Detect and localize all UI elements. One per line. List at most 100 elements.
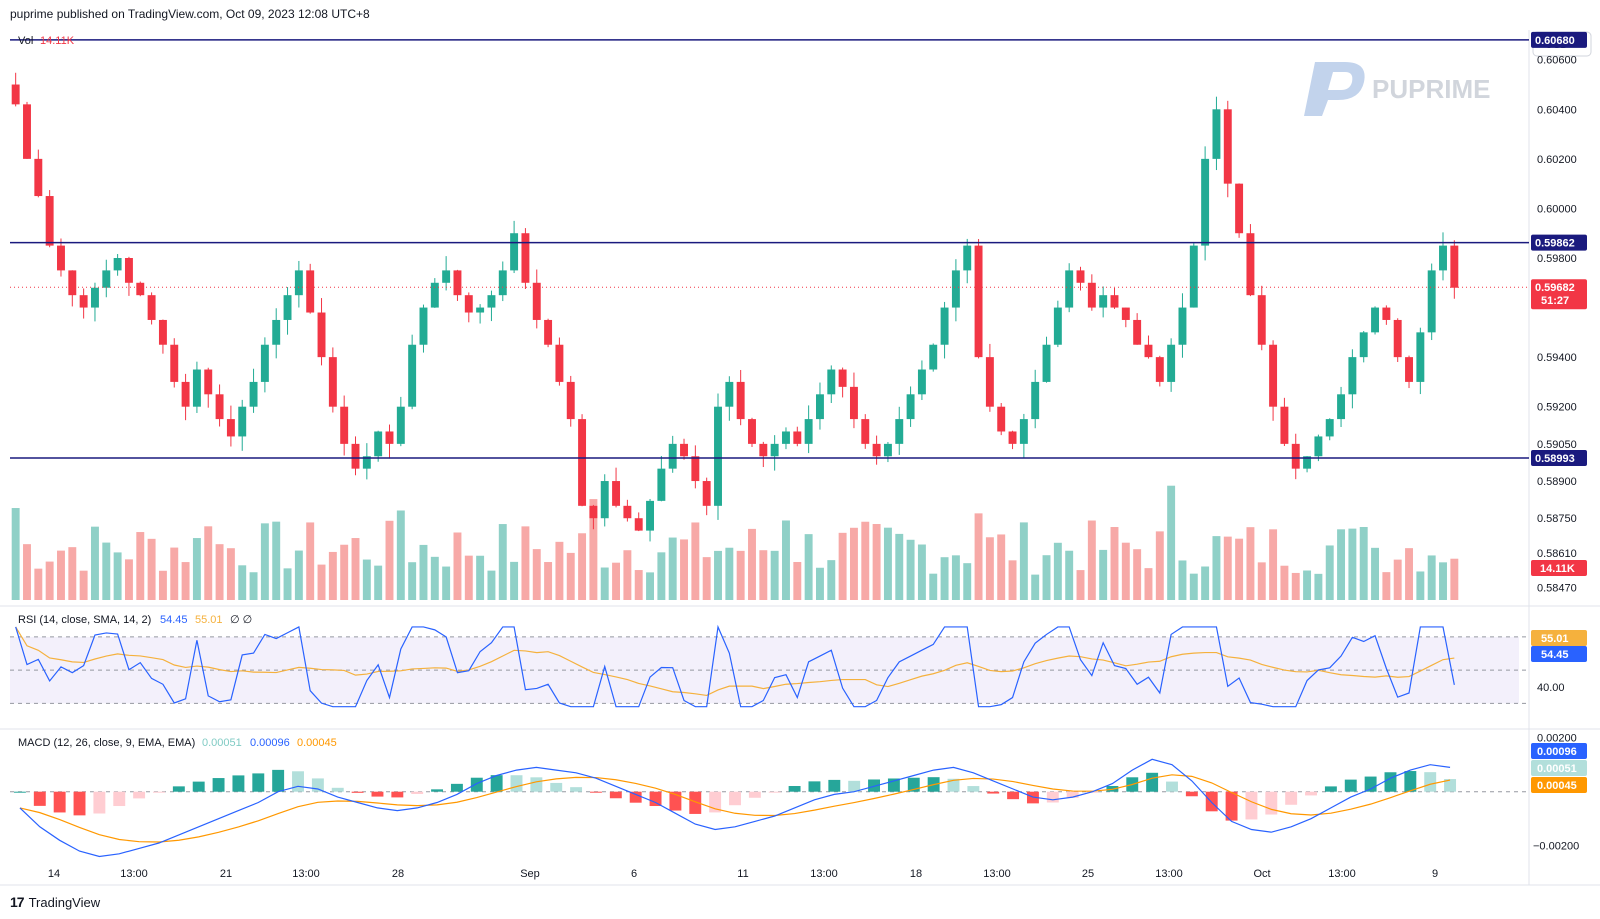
candle-body[interactable] [1359, 332, 1368, 358]
candle-body[interactable] [442, 270, 451, 283]
candle-body[interactable] [1031, 381, 1040, 420]
price-panel[interactable] [10, 39, 1529, 600]
candle-body[interactable] [147, 295, 156, 320]
candle-body[interactable] [566, 381, 575, 420]
candle-body[interactable] [600, 481, 609, 519]
candle-body[interactable] [306, 270, 315, 313]
candle-body[interactable] [1087, 282, 1096, 308]
candle-body[interactable] [680, 443, 688, 457]
candle-body[interactable] [759, 443, 768, 457]
candle-body[interactable] [453, 270, 462, 296]
candle-body[interactable] [1223, 109, 1232, 184]
candle-body[interactable] [1144, 344, 1153, 358]
candle-body[interactable] [589, 505, 598, 519]
candle-body[interactable] [79, 295, 88, 308]
candle-body[interactable] [782, 431, 790, 444]
candle-body[interactable] [1133, 319, 1142, 345]
candle-body[interactable] [1121, 307, 1130, 320]
candle-body[interactable] [770, 443, 779, 457]
candle-body[interactable] [1291, 443, 1300, 469]
candle-body[interactable] [1076, 270, 1085, 283]
rsi-panel[interactable] [10, 624, 1529, 708]
candle-body[interactable] [815, 394, 824, 420]
candle-body[interactable] [1280, 406, 1289, 444]
candle-body[interactable] [917, 369, 926, 395]
candle-body[interactable] [1427, 270, 1436, 333]
candle-body[interactable] [408, 344, 417, 407]
candle-body[interactable] [1053, 307, 1062, 345]
candle-body[interactable] [181, 381, 190, 407]
candle-body[interactable] [1178, 307, 1187, 345]
candle-body[interactable] [793, 431, 802, 444]
candle-body[interactable] [657, 468, 666, 501]
candle-body[interactable] [487, 295, 496, 308]
candle-body[interactable] [328, 357, 337, 407]
candle-body[interactable] [623, 505, 632, 519]
candle-body[interactable] [1099, 295, 1108, 308]
candle-body[interactable] [351, 443, 360, 469]
candle-body[interactable] [1325, 419, 1334, 437]
candle-body[interactable] [57, 245, 65, 271]
candle-body[interactable] [11, 84, 20, 105]
candle-body[interactable] [940, 307, 949, 345]
candle-body[interactable] [1439, 245, 1447, 271]
candle-body[interactable] [90, 287, 99, 308]
candle-body[interactable] [102, 270, 111, 288]
candle-body[interactable] [204, 369, 213, 395]
candle-body[interactable] [498, 270, 507, 296]
candle-body[interactable] [1371, 307, 1380, 333]
candle-body[interactable] [578, 419, 587, 506]
candle-body[interactable] [929, 344, 938, 370]
candle-body[interactable] [1212, 109, 1221, 159]
candle-body[interactable] [249, 381, 258, 407]
candle-body[interactable] [283, 295, 292, 320]
candle-body[interactable] [985, 357, 994, 407]
candle-body[interactable] [430, 282, 439, 308]
candle-body[interactable] [725, 381, 734, 407]
candle-body[interactable] [702, 481, 711, 506]
candle-body[interactable] [714, 406, 722, 506]
candle-body[interactable] [476, 307, 485, 313]
candle-body[interactable] [1019, 419, 1028, 444]
candle-body[interactable] [804, 419, 813, 444]
candle-body[interactable] [612, 481, 621, 506]
candle-body[interactable] [68, 270, 77, 296]
candle-body[interactable] [1450, 245, 1459, 288]
candle-body[interactable] [340, 406, 349, 444]
candle-body[interactable] [1008, 431, 1017, 444]
candle-body[interactable] [23, 104, 31, 159]
candle-body[interactable] [170, 344, 179, 382]
candle-body[interactable] [192, 369, 201, 407]
candle-body[interactable] [226, 419, 235, 437]
candle-body[interactable] [362, 456, 371, 469]
candle-body[interactable] [238, 406, 247, 437]
candle-body[interactable] [1235, 183, 1244, 234]
candle-body[interactable] [827, 369, 836, 395]
candle-body[interactable] [136, 282, 145, 296]
candle-body[interactable] [374, 431, 383, 457]
candle-body[interactable] [872, 443, 881, 457]
candle-body[interactable] [1246, 233, 1255, 296]
candle-body[interactable] [906, 394, 915, 420]
candle-body[interactable] [1303, 456, 1312, 469]
candle-body[interactable] [34, 158, 43, 197]
candle-body[interactable] [1348, 357, 1357, 395]
candle-body[interactable] [124, 258, 133, 283]
candle-body[interactable] [385, 431, 394, 444]
candle-body[interactable] [974, 245, 983, 358]
candle-body[interactable] [748, 419, 756, 444]
candle-body[interactable] [1269, 344, 1278, 407]
candle-body[interactable] [158, 319, 167, 345]
candle-body[interactable] [317, 312, 326, 358]
macd-panel[interactable] [10, 758, 1529, 858]
candle-body[interactable] [1201, 158, 1210, 246]
candle-body[interactable] [1042, 344, 1051, 382]
candle-body[interactable] [691, 456, 700, 482]
candle-body[interactable] [396, 406, 405, 444]
candle-body[interactable] [272, 319, 281, 345]
candle-body[interactable] [1382, 307, 1391, 320]
candle-body[interactable] [951, 270, 960, 308]
candle-body[interactable] [113, 258, 122, 271]
candle-body[interactable] [895, 419, 904, 444]
